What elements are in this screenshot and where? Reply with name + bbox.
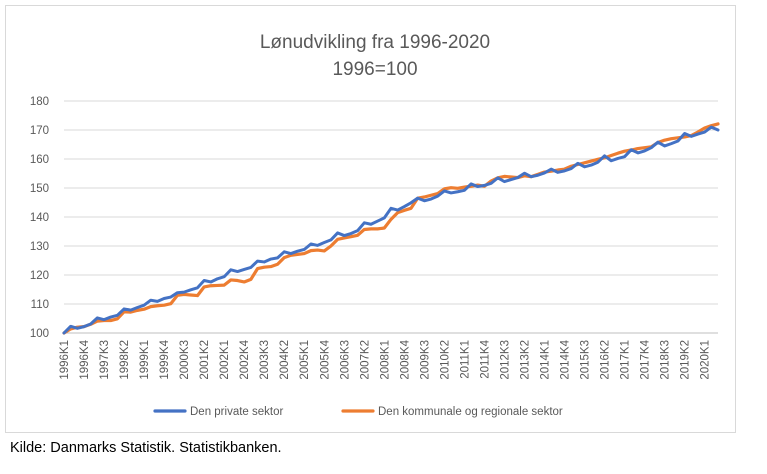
y-tick-label: 180 [30,96,49,108]
series-line-kommunal [62,122,720,335]
y-tick-label: 120 [30,270,49,282]
x-tick-label: 2007K2 [359,340,371,380]
x-axis-ticks: 1996K1 1996K4 1997K3 1998K2 1999K1 1999K4 2000… [59,339,712,379]
x-tick-label: 2008K4 [399,339,411,379]
y-tick-label: 130 [30,241,49,253]
y-tick-label: 140 [30,212,49,224]
x-tick-label: 2002K1 [219,340,231,380]
chart-title: Lønudvikling fra 1996-2020 [260,32,490,53]
x-tick-label: 2005K1 [299,340,311,380]
series-line-private [62,125,720,335]
x-tick-label: 2003K3 [259,340,271,380]
x-tick-label: 2008K1 [379,340,391,380]
y-tick-label: 100 [30,328,49,340]
x-tick-label: 1999K4 [159,339,171,379]
x-tick-label: 2015K3 [580,340,592,380]
y-tick-label: 150 [30,183,49,195]
x-tick-label: 2016K2 [600,340,612,380]
x-tick-label: 2010K2 [439,340,451,380]
chart-frame [5,5,736,433]
x-tick-label: 2011K4 [479,339,491,378]
x-tick-label: 2017K1 [620,340,632,380]
legend: Den private sektor Den kommunale og regio… [153,406,563,418]
x-tick-label: 1996K1 [59,340,71,380]
x-tick-label: 1998K2 [119,340,131,380]
x-tick-label: 2011K1 [459,340,471,379]
x-tick-label: 2000K3 [179,340,191,380]
x-tick-label: 2012K3 [499,340,511,380]
x-tick-label: 2005K4 [319,339,331,379]
source-note: Kilde: Danmarks Statistik. Statistikbank… [10,440,282,456]
x-tick-label: 2020K1 [700,340,712,380]
x-tick-label: 1996K4 [79,339,91,379]
x-tick-label: 2018K3 [660,340,672,380]
y-axis-ticks: 100 110 120 130 140 150 160 170 180 [30,96,49,340]
x-tick-label: 2006K3 [339,340,351,380]
x-tick-label: 2013K2 [519,340,531,380]
chart-subtitle: 1996=100 [332,59,417,80]
legend-label: Den kommunale og regionale sektor [378,406,563,418]
x-tick-label: 2004K2 [279,340,291,380]
x-tick-label: 1997K3 [99,340,111,380]
x-tick-label: 2009K3 [419,340,431,380]
y-tick-label: 170 [30,125,49,137]
x-tick-label: 2014K1 [539,340,551,380]
y-tick-label: 110 [31,299,49,311]
x-tick-label: 2001K2 [199,340,211,380]
legend-label: Den private sektor [190,406,283,418]
x-tick-label: 1999K1 [139,340,151,380]
x-tick-label: 2014K4 [560,339,572,379]
y-tick-label: 160 [30,154,49,166]
x-tick-label: 2019K2 [680,340,692,380]
series-lines [62,122,720,335]
x-tick-label: 2002K4 [239,339,251,379]
x-tick-label: 2017K4 [640,339,652,379]
